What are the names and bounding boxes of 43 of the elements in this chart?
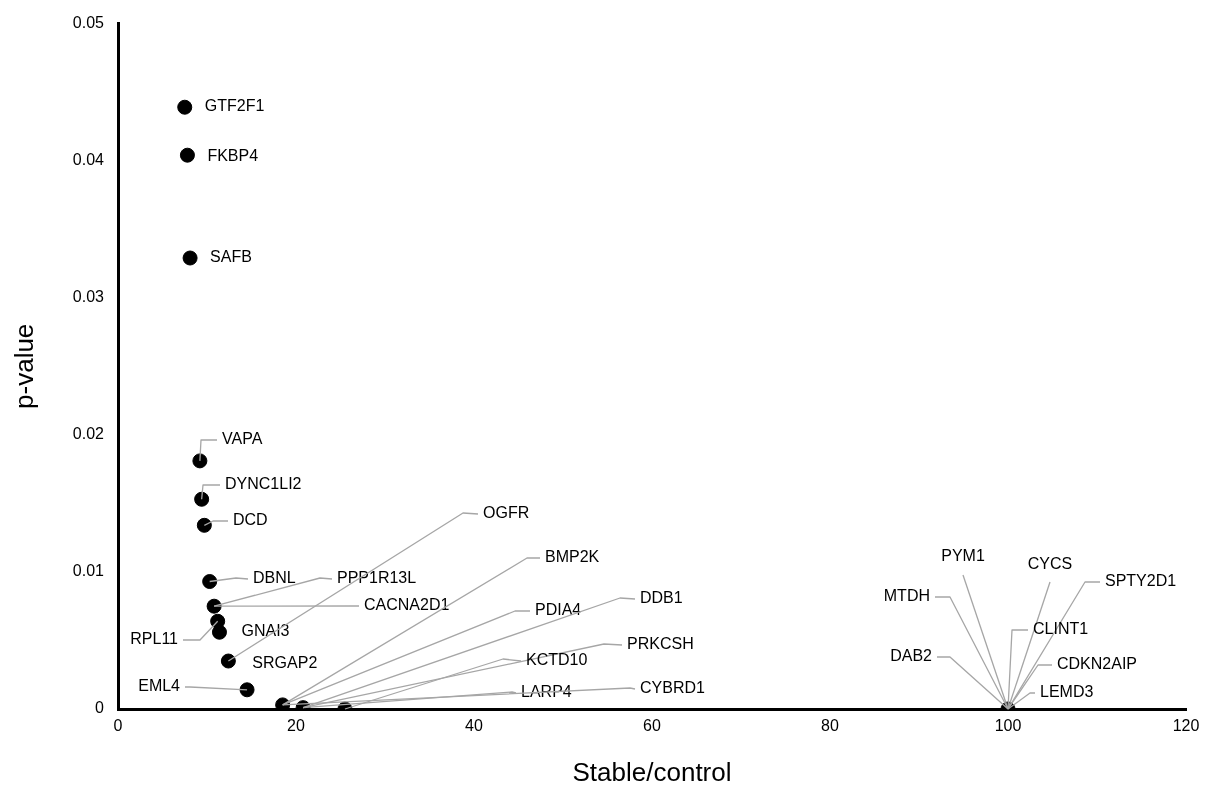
x-tick-label: 20 <box>287 717 305 735</box>
x-tick-label: 100 <box>994 717 1022 735</box>
annotation: LEMD3 <box>1040 683 1094 701</box>
annotation: SRGAP2 <box>252 654 318 672</box>
y-tick-label: 0.04 <box>72 151 105 169</box>
annotation: SPTY2D1 <box>1105 572 1177 590</box>
annotation: EML4 <box>138 677 181 695</box>
x-axis-title: Stable/control <box>572 756 732 787</box>
y-axis-title: p-value <box>8 323 39 409</box>
annotation: PYM1 <box>941 547 985 565</box>
annotation: CACNA2D1 <box>364 596 450 614</box>
y-tick-label: 0.02 <box>72 425 105 443</box>
annotation: PPP1R13L <box>337 569 417 587</box>
annotation: SAFB <box>210 248 252 266</box>
annotation: DCD <box>233 511 268 529</box>
annotation: PDIA4 <box>535 601 582 619</box>
annotation: DAB2 <box>890 647 933 665</box>
annotation: GTF2F1 <box>204 96 265 114</box>
annotation: MTDH <box>883 587 930 605</box>
annotation: PRKCSH <box>627 635 694 653</box>
annotation: CYCS <box>1027 555 1073 573</box>
x-tick-label: 0 <box>113 717 123 735</box>
annotation: DYNC1LI2 <box>225 475 302 493</box>
annotation: CLINT1 <box>1033 620 1089 638</box>
annotation: DDB1 <box>640 589 683 607</box>
x-tick-label: 40 <box>465 717 483 735</box>
annotation: GNAI3 <box>241 621 290 639</box>
annotation: BMP2K <box>545 548 600 566</box>
annotation: FKBP4 <box>207 146 259 164</box>
annotation: CYBRD1 <box>640 679 706 697</box>
annotation: OGFR <box>483 504 530 522</box>
annotation: RPL11 <box>130 630 179 648</box>
y-tick-label: 0.01 <box>72 562 105 580</box>
x-tick-label: 120 <box>1172 717 1200 735</box>
y-tick-label: 0 <box>95 699 105 717</box>
x-tick-label: 60 <box>643 717 661 735</box>
y-tick-label: 0.03 <box>72 288 105 306</box>
annotation: DBNL <box>253 569 296 587</box>
x-tick-label: 80 <box>821 717 839 735</box>
annotation: CDKN2AIP <box>1057 655 1138 673</box>
annotation: VAPA <box>222 430 263 448</box>
annotation: KCTD10 <box>526 651 588 669</box>
y-tick-label: 0.05 <box>72 14 105 32</box>
